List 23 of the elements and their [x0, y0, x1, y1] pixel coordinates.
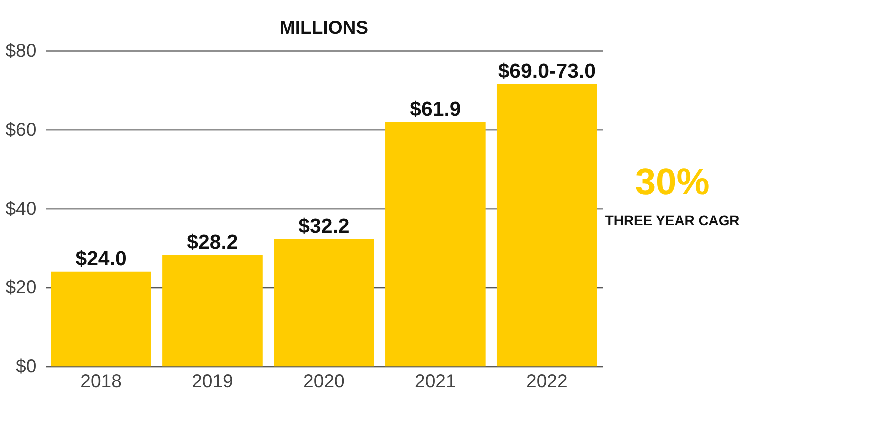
text: THREE YEAR CAGR — [605, 212, 740, 228]
text: $28.2 — [187, 232, 238, 254]
x-tick-label: 2022 — [526, 370, 568, 392]
bar — [162, 255, 263, 367]
bar — [386, 122, 486, 367]
chart-title: MILLIONS — [280, 17, 369, 38]
y-tick-label: $40 — [6, 198, 37, 219]
text: $61.9 — [410, 98, 462, 121]
x-tick-label: 2019 — [192, 370, 234, 392]
x-tick-label: 2021 — [415, 370, 456, 392]
bar — [274, 240, 374, 367]
y-tick-label: $60 — [6, 118, 37, 140]
y-tick-label: $80 — [6, 40, 37, 61]
text: $69.0-73.0 — [498, 60, 596, 83]
bar — [496, 84, 598, 367]
text: $32.2 — [298, 216, 350, 238]
x-tick-label: 2018 — [80, 370, 122, 392]
y-tick-label: $0 — [16, 356, 37, 377]
y-tick-label: $20 — [6, 276, 37, 298]
text: 30% — [635, 160, 710, 203]
x-tick-label: 2020 — [304, 370, 345, 392]
text: $24.0 — [76, 248, 127, 270]
bar — [51, 272, 152, 367]
